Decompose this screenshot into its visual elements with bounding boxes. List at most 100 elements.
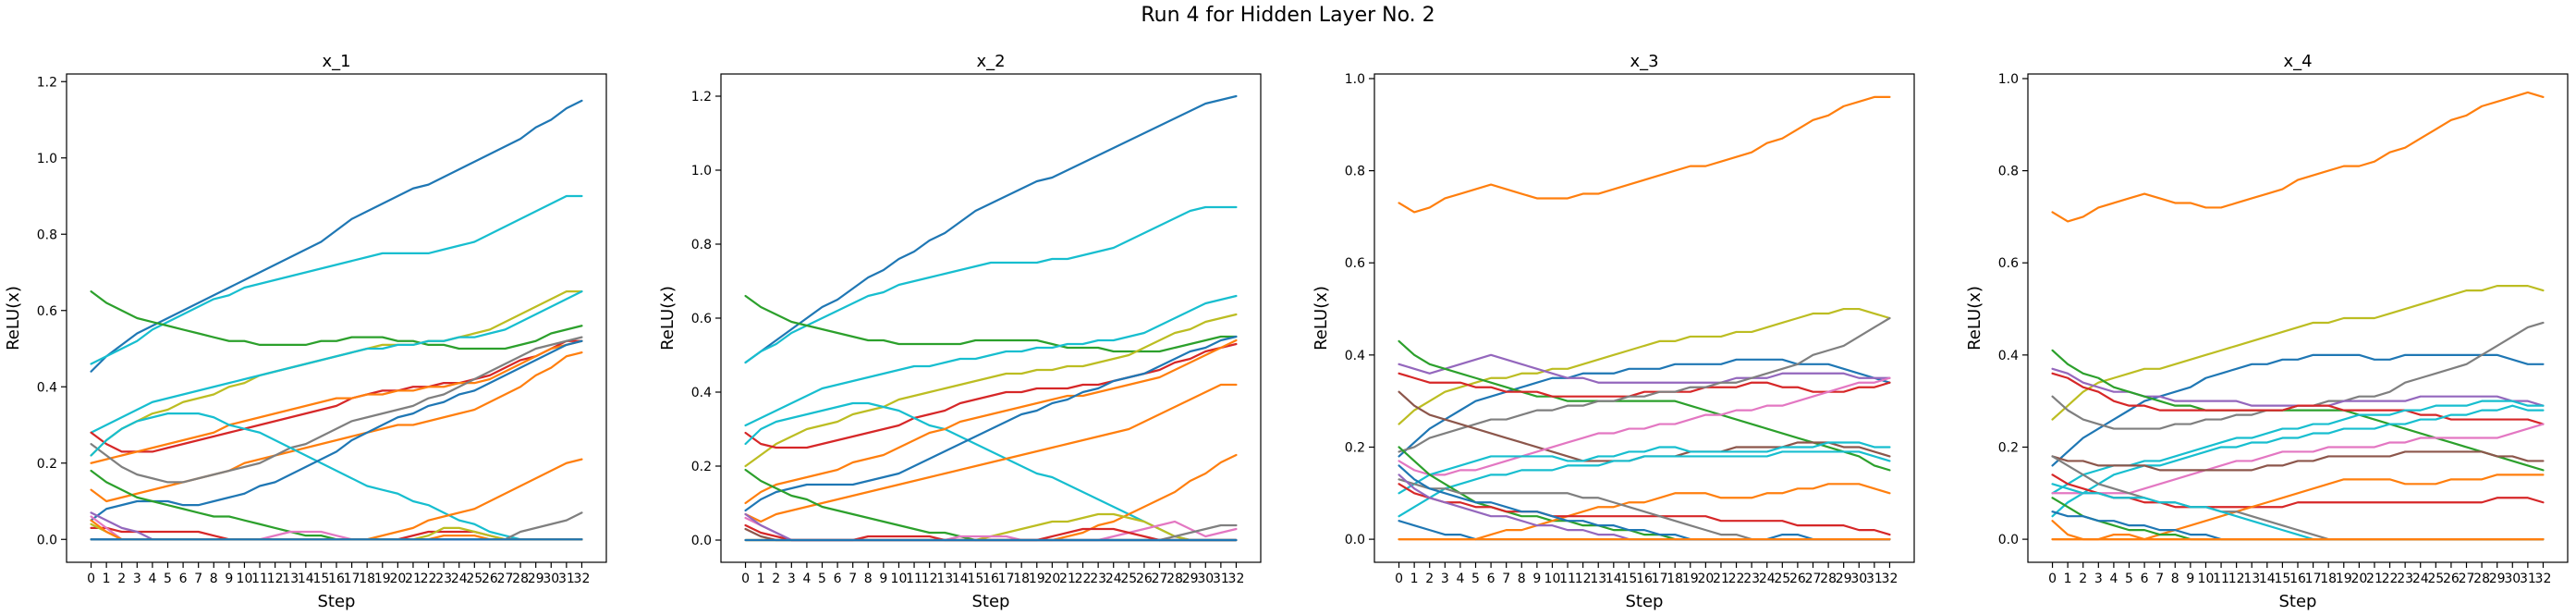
x-tick-label-2-33: 32 bbox=[1228, 572, 1245, 586]
x-tick-label-3-5: 4 bbox=[1456, 572, 1464, 586]
series-line-3-9 bbox=[1398, 376, 1891, 476]
x-tick-label-1-21: 20 bbox=[389, 572, 406, 586]
x-tick-label-3-30: 29 bbox=[1836, 572, 1852, 586]
x-tick-label-2-2: 1 bbox=[757, 572, 765, 586]
x-tick-label-4-21: 20 bbox=[2350, 572, 2367, 586]
series-line-3-2 bbox=[1398, 307, 1891, 425]
x-tick-label-2-5: 4 bbox=[802, 572, 811, 586]
series-line-3-3 bbox=[1398, 358, 1891, 458]
x-tick-label-3-8: 7 bbox=[1502, 572, 1510, 586]
series-line-1-9 bbox=[90, 336, 583, 484]
series-line-4-8 bbox=[2051, 404, 2545, 518]
x-tick-label-4-16: 15 bbox=[2274, 572, 2290, 586]
x-tick-label-1-22: 21 bbox=[405, 572, 421, 586]
x-tick-label-3-23: 22 bbox=[1728, 572, 1745, 586]
x-tick-label-4-19: 18 bbox=[2320, 572, 2337, 586]
series-line-1-1 bbox=[90, 99, 583, 373]
x-tick-label-3-29: 28 bbox=[1820, 572, 1837, 586]
y-tick-label-2-5: 0.8 bbox=[691, 238, 712, 252]
series-line-2-5 bbox=[744, 313, 1238, 468]
x-tick-label-1-15: 14 bbox=[298, 572, 314, 586]
series-line-4-7 bbox=[2051, 372, 2545, 425]
series-line-1-10 bbox=[90, 412, 583, 541]
x-tick-label-2-17: 16 bbox=[983, 572, 999, 586]
x-tick-label-4-7: 6 bbox=[2141, 572, 2149, 586]
x-tick-label-1-14: 13 bbox=[282, 572, 299, 586]
x-tick-label-3-10: 9 bbox=[1532, 572, 1541, 586]
x-tick-label-4-23: 22 bbox=[2382, 572, 2399, 586]
x-tick-label-2-14: 13 bbox=[936, 572, 953, 586]
y-tick-label-3-1: 0.0 bbox=[1345, 533, 1365, 547]
x-tick-label-1-32: 31 bbox=[558, 572, 575, 586]
series-line-1-8 bbox=[90, 351, 583, 503]
x-tick-label-2-7: 6 bbox=[834, 572, 842, 586]
series-line-3-6 bbox=[1398, 372, 1891, 398]
series-line-2-6 bbox=[744, 342, 1238, 449]
x-tick-label-4-8: 7 bbox=[2155, 572, 2164, 586]
x-axis-label-2: Step bbox=[972, 592, 1010, 611]
series-line-4-10 bbox=[2051, 423, 2545, 495]
x-tick-label-1-19: 18 bbox=[359, 572, 375, 586]
x-tick-label-2-3: 2 bbox=[772, 572, 780, 586]
series-line-4-16 bbox=[2051, 497, 2545, 541]
x-tick-label-3-18: 17 bbox=[1652, 572, 1668, 586]
x-tick-label-3-14: 13 bbox=[1590, 572, 1606, 586]
series-line-2-16 bbox=[744, 523, 1238, 542]
series-line-4-12 bbox=[2051, 474, 2545, 509]
x-tick-label-2-31: 30 bbox=[1197, 572, 1214, 586]
x-tick-label-4-25: 24 bbox=[2412, 572, 2429, 586]
series-line-3-1 bbox=[1398, 95, 1891, 214]
series-line-1-7 bbox=[90, 339, 583, 464]
x-tick-label-2-12: 11 bbox=[906, 572, 922, 586]
y-tick-label-1-5: 0.8 bbox=[37, 228, 57, 242]
y-tick-label-1-7: 1.2 bbox=[37, 75, 57, 90]
x-tick-label-1-27: 26 bbox=[482, 572, 498, 586]
series-line-1-6 bbox=[90, 339, 583, 453]
y-axis-label-1: ReLU(x) bbox=[4, 286, 23, 351]
axes-frame-4 bbox=[2027, 73, 2569, 563]
series-line-3-13 bbox=[1398, 483, 1891, 541]
x-tick-label-3-24: 23 bbox=[1743, 572, 1760, 586]
series-line-3-5 bbox=[1398, 339, 1891, 472]
x-tick-label-3-33: 32 bbox=[1882, 572, 1898, 586]
x-tick-label-1-12: 11 bbox=[251, 572, 268, 586]
x-tick-label-3-4: 3 bbox=[1441, 572, 1449, 586]
x-tick-label-3-25: 24 bbox=[1759, 572, 1776, 586]
x-tick-label-4-4: 3 bbox=[2094, 572, 2103, 586]
x-tick-label-4-15: 14 bbox=[2259, 572, 2276, 586]
x-tick-label-1-33: 32 bbox=[574, 572, 591, 586]
x-tick-label-3-27: 26 bbox=[1789, 572, 1806, 586]
y-tick-label-3-3: 0.4 bbox=[1345, 349, 1365, 363]
series-line-3-7 bbox=[1398, 316, 1891, 453]
series-line-2-7 bbox=[744, 401, 1238, 542]
x-tick-label-3-28: 27 bbox=[1805, 572, 1822, 586]
series-line-3-10 bbox=[1398, 441, 1891, 495]
series-line-2-8 bbox=[744, 338, 1238, 505]
x-tick-label-4-2: 1 bbox=[2064, 572, 2072, 586]
series-line-1-3 bbox=[90, 290, 583, 351]
x-tick-label-3-9: 8 bbox=[1518, 572, 1526, 586]
panel-title-4: x_4 bbox=[2283, 52, 2312, 71]
y-tick-label-4-5: 0.8 bbox=[1998, 165, 2019, 179]
x-tick-label-3-20: 19 bbox=[1682, 572, 1699, 586]
x-tick-label-1-1: 0 bbox=[87, 572, 95, 586]
x-tick-label-1-6: 5 bbox=[164, 572, 172, 586]
series-line-4-1 bbox=[2051, 91, 2545, 223]
x-tick-label-4-3: 2 bbox=[2079, 572, 2087, 586]
x-tick-label-4-5: 4 bbox=[2109, 572, 2118, 586]
x-tick-label-1-17: 16 bbox=[328, 572, 345, 586]
series-line-4-2 bbox=[2051, 285, 2545, 421]
series-line-1-11 bbox=[90, 339, 583, 522]
x-tick-label-3-15: 14 bbox=[1605, 572, 1622, 586]
x-tick-label-1-24: 23 bbox=[435, 572, 452, 586]
figure-title: Run 4 for Hidden Layer No. 2 bbox=[1141, 4, 1435, 27]
y-tick-label-4-6: 1.0 bbox=[1998, 72, 2019, 87]
x-tick-label-2-32: 31 bbox=[1213, 572, 1229, 586]
y-tick-label-3-6: 1.0 bbox=[1345, 72, 1365, 87]
x-tick-label-1-18: 17 bbox=[344, 572, 360, 586]
x-tick-label-1-8: 7 bbox=[194, 572, 202, 586]
x-tick-label-3-2: 1 bbox=[1410, 572, 1419, 586]
x-tick-label-4-22: 21 bbox=[2366, 572, 2383, 586]
x-tick-label-2-16: 15 bbox=[967, 572, 983, 586]
x-tick-label-1-13: 12 bbox=[267, 572, 284, 586]
